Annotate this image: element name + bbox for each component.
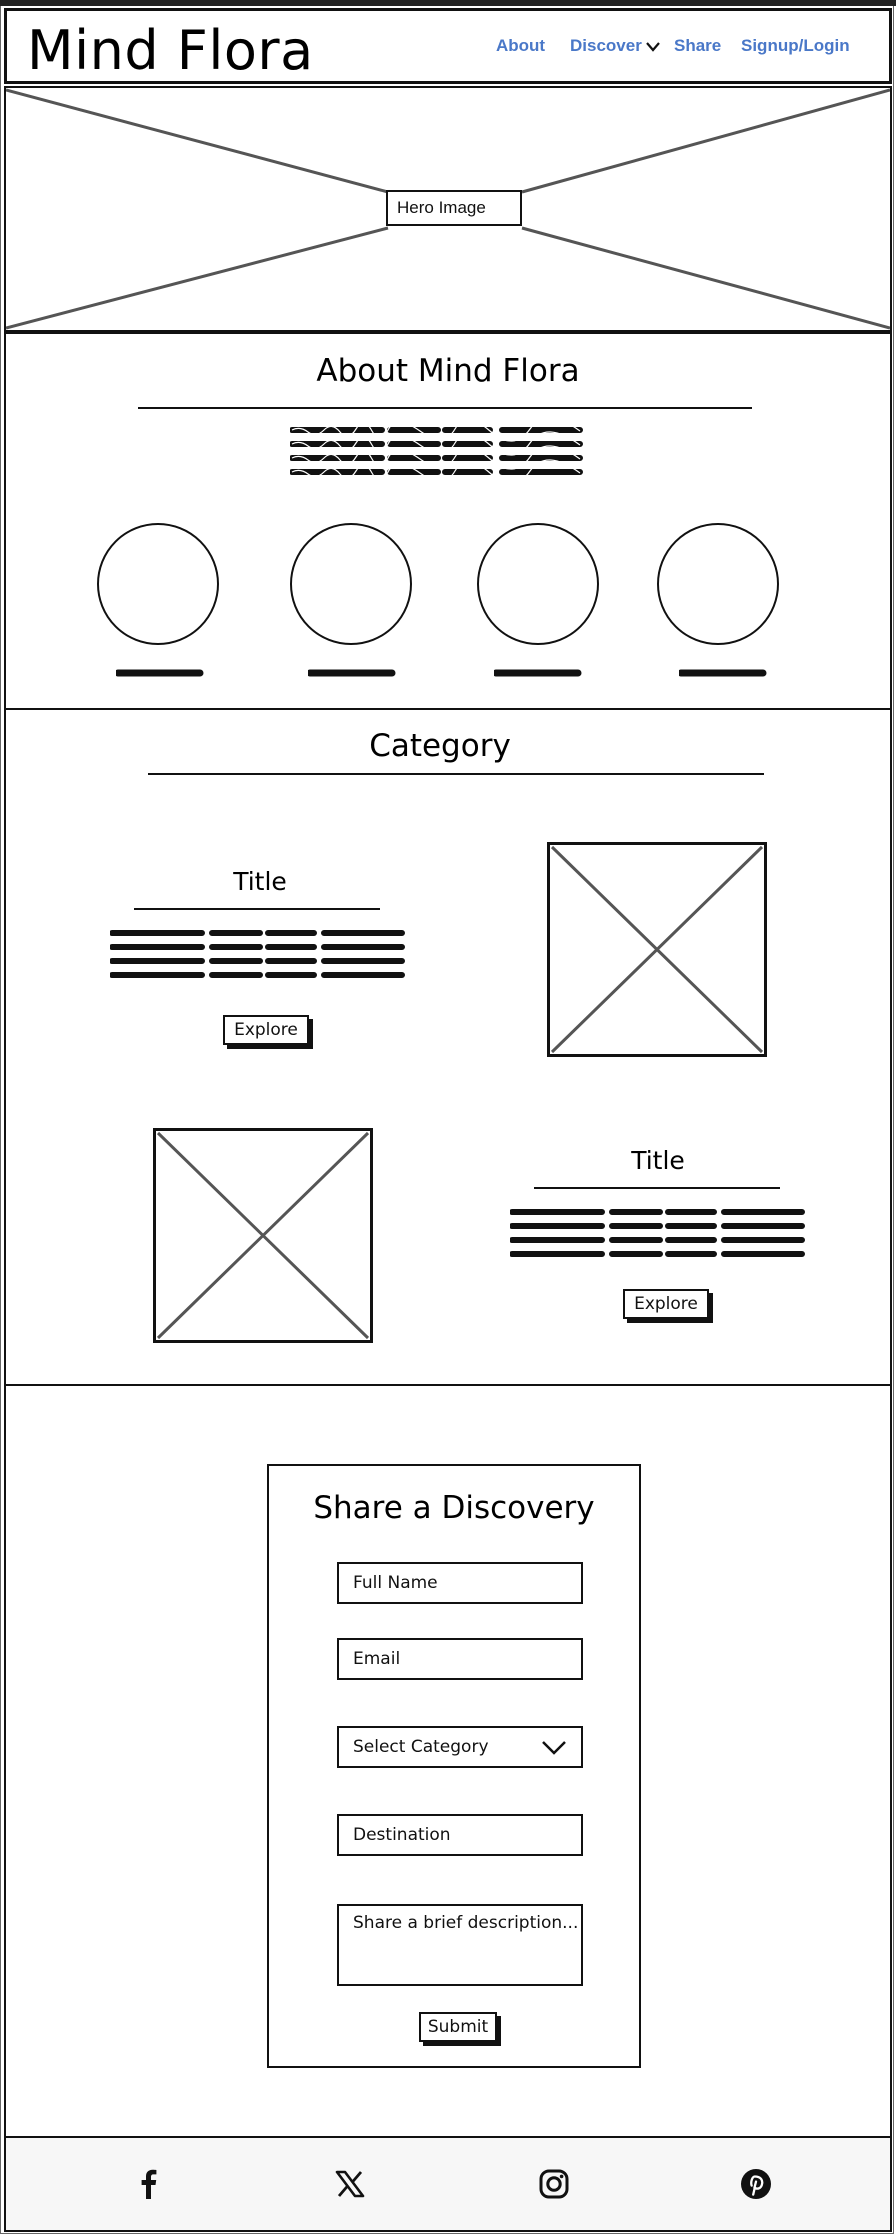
site-logo[interactable]: Mind Flora <box>27 19 314 82</box>
about-title: About Mind Flora <box>316 353 580 389</box>
destination-placeholder: Destination <box>353 1825 451 1845</box>
pinterest-icon[interactable] <box>738 2166 774 2202</box>
category-image-1 <box>547 842 767 1057</box>
nav-about[interactable]: About <box>496 36 546 55</box>
category-item-text-2 <box>510 1209 805 1257</box>
image-placeholder-cross <box>550 845 764 1054</box>
nav-share[interactable]: Share <box>674 36 722 55</box>
instagram-icon[interactable] <box>536 2166 572 2202</box>
about-feature-image-4 <box>657 523 779 645</box>
hero-image-label: Hero Image <box>386 190 522 226</box>
destination-input[interactable]: Destination <box>337 1814 583 1856</box>
category-item-underline-2 <box>534 1187 780 1189</box>
explore-button-1[interactable]: Explore <box>223 1015 309 1045</box>
category-select-value: Select Category <box>353 1737 489 1757</box>
hero-section <box>4 86 892 332</box>
explore-button-2[interactable]: Explore <box>623 1289 709 1319</box>
submit-button[interactable]: Submit <box>419 2012 497 2042</box>
top-border <box>0 0 896 6</box>
full-name-placeholder: Full Name <box>353 1573 438 1593</box>
about-feature-image-2 <box>290 523 412 645</box>
category-item-underline-1 <box>134 908 380 910</box>
nav-signup-login[interactable]: Signup/Login <box>741 36 850 55</box>
category-item-title-2: Title <box>631 1146 685 1175</box>
category-select[interactable]: Select Category <box>337 1726 583 1768</box>
about-feature-caption-1 <box>116 669 204 677</box>
description-placeholder: Share a brief description... <box>353 1913 579 1933</box>
image-placeholder-cross <box>156 1131 370 1340</box>
about-feature-caption-2 <box>308 669 396 677</box>
about-scribble-text <box>290 425 583 484</box>
about-title-underline <box>138 407 752 409</box>
site-header: Mind Flora About Discover Share Signup/L… <box>4 8 892 84</box>
about-feature-image-3 <box>477 523 599 645</box>
chevron-down-icon <box>542 1741 566 1755</box>
nav-discover[interactable]: Discover <box>570 36 661 56</box>
description-textarea[interactable]: Share a brief description... <box>337 1904 583 1986</box>
chevron-down-icon <box>645 41 660 52</box>
hero-placeholder-cross <box>6 88 890 330</box>
email-placeholder: Email <box>353 1649 401 1669</box>
about-feature-caption-3 <box>494 669 582 677</box>
about-feature-image-1 <box>97 523 219 645</box>
category-item-title-1: Title <box>233 867 287 896</box>
share-form-title: Share a Discovery <box>313 1490 595 1526</box>
category-image-2 <box>153 1128 373 1343</box>
facebook-icon[interactable] <box>130 2166 166 2202</box>
category-item-text-1 <box>110 930 405 978</box>
x-icon[interactable] <box>332 2166 368 2202</box>
about-feature-caption-4 <box>679 669 767 677</box>
full-name-input[interactable]: Full Name <box>337 1562 583 1604</box>
category-title-underline <box>148 773 764 775</box>
email-input[interactable]: Email <box>337 1638 583 1680</box>
site-footer <box>4 2136 892 2232</box>
nav-discover-label: Discover <box>570 36 642 55</box>
category-title: Category <box>369 728 511 764</box>
